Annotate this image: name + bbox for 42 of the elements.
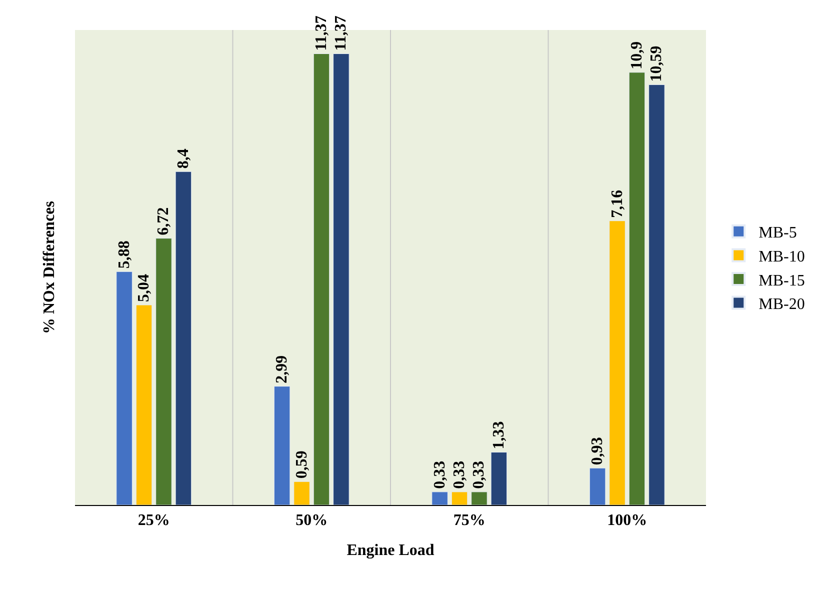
- legend-label: MB-5: [758, 224, 797, 242]
- bar: [490, 452, 508, 505]
- bar: [589, 468, 606, 505]
- data-label: 0,33: [431, 460, 448, 489]
- bar: [274, 386, 290, 505]
- y-axis-title: % NOx Differences: [40, 201, 58, 334]
- x-tick-label: 100%: [607, 512, 648, 530]
- x-tick-label: 25%: [138, 512, 170, 530]
- legend-label: MB-20: [758, 296, 805, 314]
- data-label: 0,59: [293, 450, 310, 479]
- data-label: 0,33: [451, 460, 468, 489]
- data-label: 5,88: [116, 240, 133, 269]
- data-label: 1,33: [490, 421, 508, 450]
- x-axis-title: Engine Load: [346, 542, 434, 559]
- bar: [116, 271, 132, 505]
- data-label: 0,93: [589, 437, 606, 466]
- bar: [136, 304, 152, 505]
- legend-label: MB-10: [758, 248, 805, 266]
- data-label: 2,99: [274, 355, 291, 384]
- bar: [432, 492, 448, 505]
- bar: [451, 492, 468, 505]
- bar: [628, 72, 646, 505]
- legend-label: MB-15: [758, 272, 805, 290]
- bar: [294, 481, 310, 505]
- data-label: 10,9: [628, 41, 646, 70]
- x-tick-label: 75%: [453, 512, 486, 530]
- data-label: 11,37: [312, 16, 330, 51]
- bar: [648, 84, 665, 505]
- data-label: 10,59: [648, 46, 666, 82]
- data-label: 7,16: [608, 190, 626, 218]
- bar: [471, 492, 488, 505]
- bar: [313, 54, 330, 505]
- x-tick-label: 50%: [296, 512, 328, 530]
- data-label: 11,37: [332, 16, 350, 51]
- bar: [175, 171, 192, 505]
- data-label: 0,33: [470, 460, 488, 489]
- data-label: 8,4: [174, 148, 192, 169]
- bar: [156, 238, 172, 505]
- bar: [609, 220, 626, 505]
- data-label: 5,04: [136, 274, 153, 302]
- bar: [333, 54, 350, 505]
- data-label: 6,72: [155, 207, 172, 236]
